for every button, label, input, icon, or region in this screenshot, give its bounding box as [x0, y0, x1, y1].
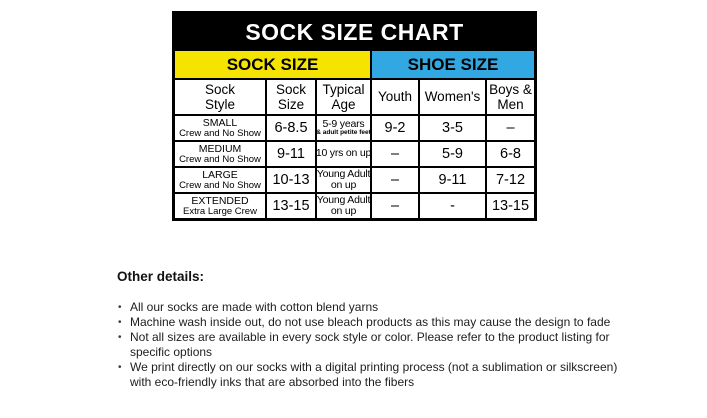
group-header-shoe-size: SHOE SIZE — [370, 51, 534, 78]
cell-typical-age: 5-9 years & adult petite feet — [315, 114, 371, 140]
bullet-dot-icon: • — [118, 362, 122, 373]
other-details-section: Other details: • All our socks are made w… — [117, 269, 622, 390]
column-header-youth: Youth — [370, 78, 418, 114]
cell-youth: – — [370, 166, 418, 192]
group-header-sock-size: SOCK SIZE — [175, 51, 370, 78]
cell-sock-size: 6-8.5 — [265, 114, 315, 140]
column-header-typical-age: Typical Age — [315, 78, 370, 114]
cell-style: MEDIUM Crew and No Show — [175, 140, 265, 166]
details-bullet: • All our socks are made with cotton blen… — [118, 300, 379, 314]
details-heading: Other details: — [117, 269, 205, 284]
cell-boys-men: – — [485, 114, 534, 140]
group-header-row: SOCK SIZE SHOE SIZE — [175, 51, 534, 78]
cell-sock-size: 9-11 — [265, 140, 315, 166]
details-bullet: • Not all sizes are available in every so… — [118, 330, 610, 359]
details-bullet: • We print directly on our socks with a d… — [118, 360, 618, 389]
column-header-sock-size: Sock Size — [265, 78, 315, 114]
cell-boys-men: 13-15 — [485, 192, 534, 218]
bullet-dot-icon: • — [118, 302, 122, 313]
cell-womens: - — [418, 192, 485, 218]
cell-boys-men: 7-12 — [485, 166, 534, 192]
chart-title: SOCK SIZE CHART — [175, 14, 534, 51]
cell-style: LARGE Crew and No Show — [175, 166, 265, 192]
cell-typical-age: 10 yrs on up — [315, 140, 371, 166]
column-header-womens: Women's — [418, 78, 485, 114]
cell-youth: – — [370, 192, 418, 218]
bullet-dot-icon: • — [118, 332, 122, 343]
column-header-sock-style: Sock Style — [175, 78, 265, 114]
cell-style: EXTENDED Extra Large Crew — [175, 192, 265, 218]
cell-womens: 9-11 — [418, 166, 485, 192]
details-bullet: • Machine wash inside out, do not use ble… — [118, 315, 611, 329]
cell-typical-age: Young Adult on up — [315, 166, 371, 192]
bullet-dot-icon: • — [118, 317, 122, 328]
cell-boys-men: 6-8 — [485, 140, 534, 166]
cell-youth: – — [370, 140, 418, 166]
cell-style: SMALL Crew and No Show — [175, 114, 265, 140]
cell-sock-size: 13-15 — [265, 192, 315, 218]
details-bullet-list: • All our socks are made with cotton blen… — [117, 300, 622, 390]
sock-size-chart: SOCK SIZE CHART SOCK SIZE SHOE SIZE Sock… — [172, 11, 537, 221]
cell-youth: 9-2 — [370, 114, 418, 140]
cell-womens: 3-5 — [418, 114, 485, 140]
column-header-boys-men: Boys & Men — [485, 78, 534, 114]
cell-womens: 5-9 — [418, 140, 485, 166]
cell-typical-age: Young Adult on up — [315, 192, 371, 218]
cell-sock-size: 10-13 — [265, 166, 315, 192]
size-table: Sock Style Sock Size Typical Age Youth W… — [175, 78, 534, 218]
